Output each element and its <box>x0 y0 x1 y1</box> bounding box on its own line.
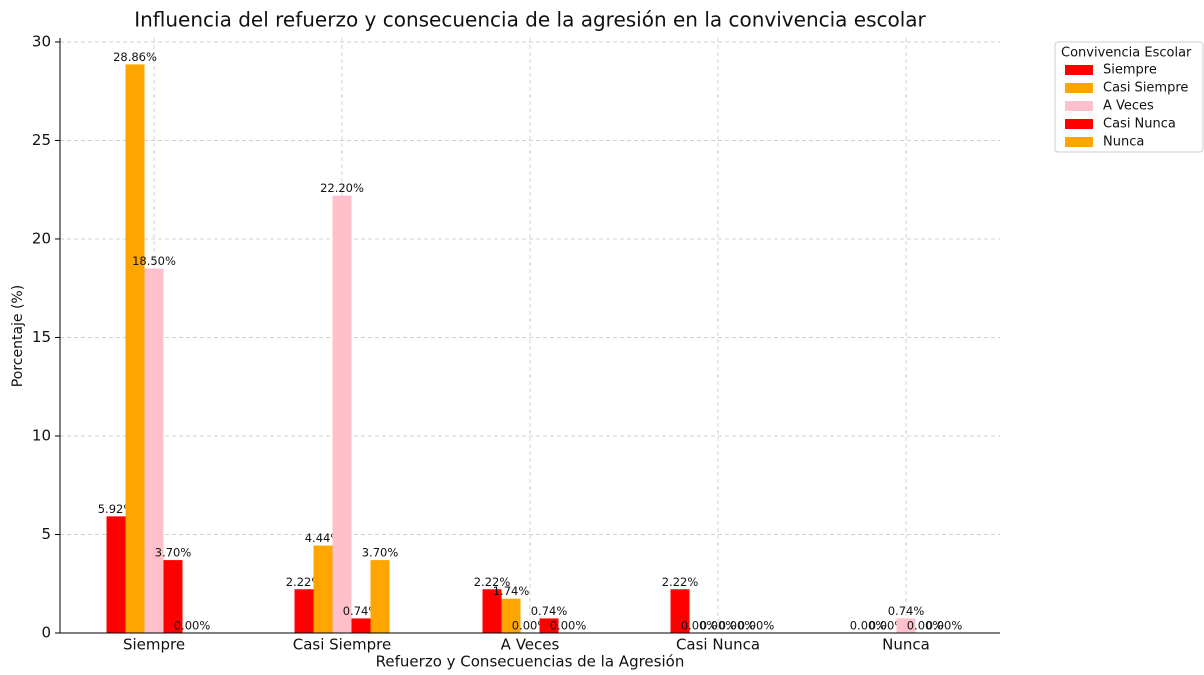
value-label: 4.44% <box>305 531 342 545</box>
chart-title: Influencia del refuerzo y consecuencia d… <box>134 8 926 32</box>
legend-swatch <box>1065 65 1093 75</box>
value-label: 18.50% <box>132 254 176 268</box>
legend-label: A Veces <box>1103 99 1154 114</box>
value-label: 2.22% <box>474 575 511 589</box>
value-label: 2.22% <box>662 575 699 589</box>
value-label: 0.00% <box>869 619 906 633</box>
bar <box>106 516 126 633</box>
bar <box>163 560 183 633</box>
y-axis-label: Porcentaje (%) <box>10 285 26 387</box>
value-label: 3.70% <box>362 546 399 560</box>
y-tick-label: 10 <box>32 426 51 444</box>
bar <box>294 589 314 633</box>
legend-label: Casi Siempre <box>1103 81 1188 96</box>
x-tick-label: Casi Nunca <box>676 636 760 654</box>
x-tick-label: A Veces <box>501 636 560 654</box>
x-axis-label: Refuerzo y Consecuencias de la Agresión <box>376 653 685 671</box>
value-label: 28.86% <box>113 50 157 64</box>
legend-label: Siempre <box>1103 63 1157 78</box>
legend-swatch <box>1065 137 1093 147</box>
bar <box>125 64 145 634</box>
value-label: 2.22% <box>286 575 323 589</box>
legend-label: Casi Nunca <box>1103 117 1176 132</box>
legend-title: Convivencia Escolar <box>1061 46 1192 61</box>
bar <box>482 589 502 633</box>
bar <box>313 545 333 633</box>
bar <box>351 618 371 633</box>
bar <box>370 560 390 633</box>
y-tick-label: 30 <box>32 32 51 50</box>
value-label: 0.00% <box>850 619 887 633</box>
value-label: 0.00% <box>174 619 211 633</box>
bar <box>539 618 559 633</box>
legend-swatch <box>1065 83 1093 93</box>
value-label: 0.00% <box>700 619 737 633</box>
value-label: 0.74% <box>531 604 568 618</box>
y-tick-label: 15 <box>32 328 51 346</box>
bar <box>670 589 690 633</box>
value-label: 0.74% <box>343 604 380 618</box>
y-tick-label: 20 <box>32 229 51 247</box>
x-tick-label: Nunca <box>882 636 930 654</box>
value-label: 0.00% <box>907 619 944 633</box>
value-label: 0.00% <box>512 619 549 633</box>
value-label: 1.74% <box>493 584 530 598</box>
value-label: 0.00% <box>681 619 718 633</box>
bar <box>501 598 521 633</box>
bar <box>144 268 164 633</box>
legend-swatch <box>1065 101 1093 111</box>
legend-swatch <box>1065 119 1093 129</box>
value-label: 0.00% <box>926 619 963 633</box>
bar <box>896 618 916 633</box>
value-label: 5.92% <box>98 502 135 516</box>
y-tick-label: 0 <box>41 624 51 642</box>
value-label: 3.70% <box>155 546 192 560</box>
x-tick-label: Casi Siempre <box>293 636 392 654</box>
x-tick-label: Siempre <box>123 636 185 654</box>
value-label: 0.00% <box>719 619 756 633</box>
value-label: 0.00% <box>550 619 587 633</box>
legend-label: Nunca <box>1103 135 1144 150</box>
value-label: 0.00% <box>738 619 775 633</box>
bar <box>332 195 352 633</box>
y-tick-label: 5 <box>41 525 51 543</box>
value-label: 22.20% <box>320 181 364 195</box>
value-label: 0.74% <box>888 604 925 618</box>
y-tick-label: 25 <box>32 131 51 149</box>
